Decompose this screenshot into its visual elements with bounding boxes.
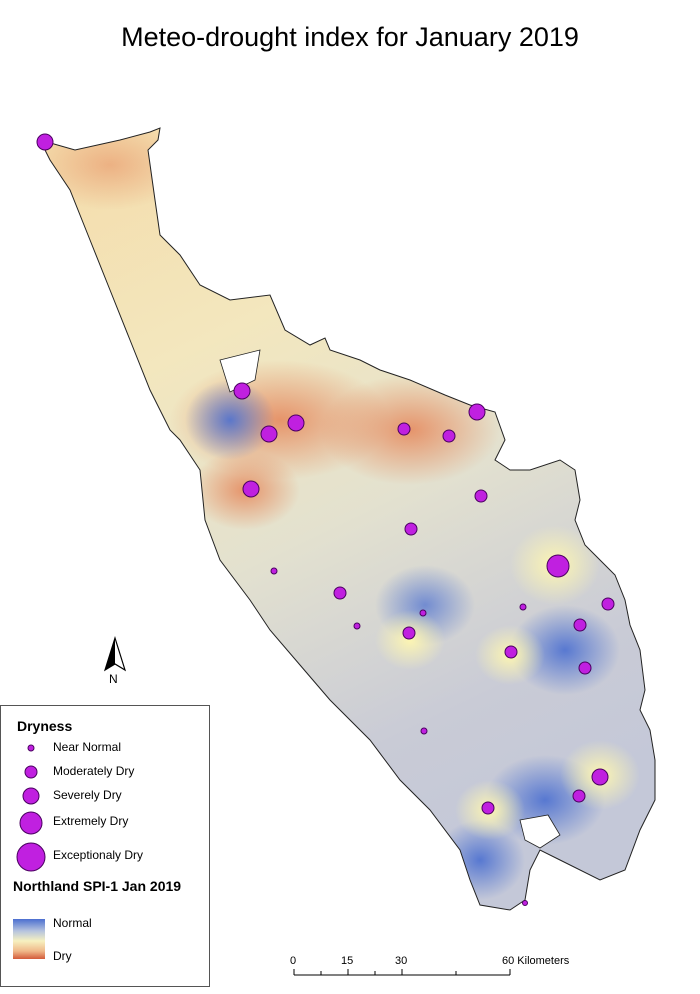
ramp-label-dry: Dry (53, 949, 72, 963)
station-marker[interactable] (522, 900, 528, 906)
station-marker[interactable] (260, 425, 278, 443)
legend-symbols (16, 744, 46, 872)
legend: Dryness Near Normal Moderately Dry Sever… (0, 705, 210, 987)
station-marker[interactable] (287, 414, 305, 432)
legend-item-extremely-dry: Extremely Dry (53, 814, 129, 828)
station-marker[interactable] (270, 567, 278, 575)
north-arrow: N (100, 635, 130, 686)
station-marker[interactable] (397, 422, 411, 436)
station-marker[interactable] (468, 403, 486, 421)
inlet-harbour-south (519, 814, 561, 849)
legend-symbol (24, 765, 38, 779)
ramp-title: Northland SPI-1 Jan 2019 (13, 878, 182, 894)
station-marker[interactable] (601, 597, 615, 611)
station-marker[interactable] (591, 768, 609, 786)
station-marker[interactable] (233, 382, 251, 400)
stations-layer (36, 133, 615, 906)
legend-symbol (22, 787, 40, 805)
map-title: Meteo-drought index for January 2019 (121, 22, 579, 52)
station-marker[interactable] (353, 622, 361, 630)
station-marker[interactable] (573, 618, 587, 632)
scale-label-0: 0 (290, 955, 297, 967)
station-marker[interactable] (242, 480, 260, 498)
station-marker[interactable] (546, 554, 570, 578)
station-marker[interactable] (36, 133, 54, 151)
station-marker[interactable] (572, 789, 586, 803)
station-marker[interactable] (578, 661, 592, 675)
station-marker[interactable] (474, 489, 488, 503)
station-marker[interactable] (481, 801, 495, 815)
ramp-label-normal: Normal (53, 916, 92, 930)
inlet-harbour-north (219, 349, 261, 393)
station-marker[interactable] (419, 609, 427, 617)
scale-label-15: 15 (341, 955, 354, 967)
legend-item-moderately-dry: Moderately Dry (53, 764, 135, 778)
legend-symbol (16, 842, 46, 872)
legend-symbol (19, 811, 43, 835)
legend-item-severely-dry: Severely Dry (53, 788, 122, 802)
station-marker[interactable] (404, 522, 418, 536)
legend-item-near-normal: Near Normal (53, 740, 122, 754)
station-marker[interactable] (402, 626, 416, 640)
station-marker[interactable] (442, 429, 456, 443)
scale-label-60: 60 Kilometers (502, 955, 570, 967)
color-ramp (13, 919, 45, 959)
station-marker[interactable] (333, 586, 347, 600)
legend-item-exceptionaly-dry: Exceptionaly Dry (53, 848, 144, 862)
station-marker[interactable] (504, 645, 518, 659)
coastline (39, 127, 656, 911)
station-marker[interactable] (519, 603, 527, 611)
north-label: N (109, 672, 118, 686)
scale-label-30: 30 (395, 955, 408, 967)
legend-title: Dryness (17, 718, 73, 734)
station-marker[interactable] (420, 727, 428, 735)
legend-symbol (27, 744, 35, 752)
